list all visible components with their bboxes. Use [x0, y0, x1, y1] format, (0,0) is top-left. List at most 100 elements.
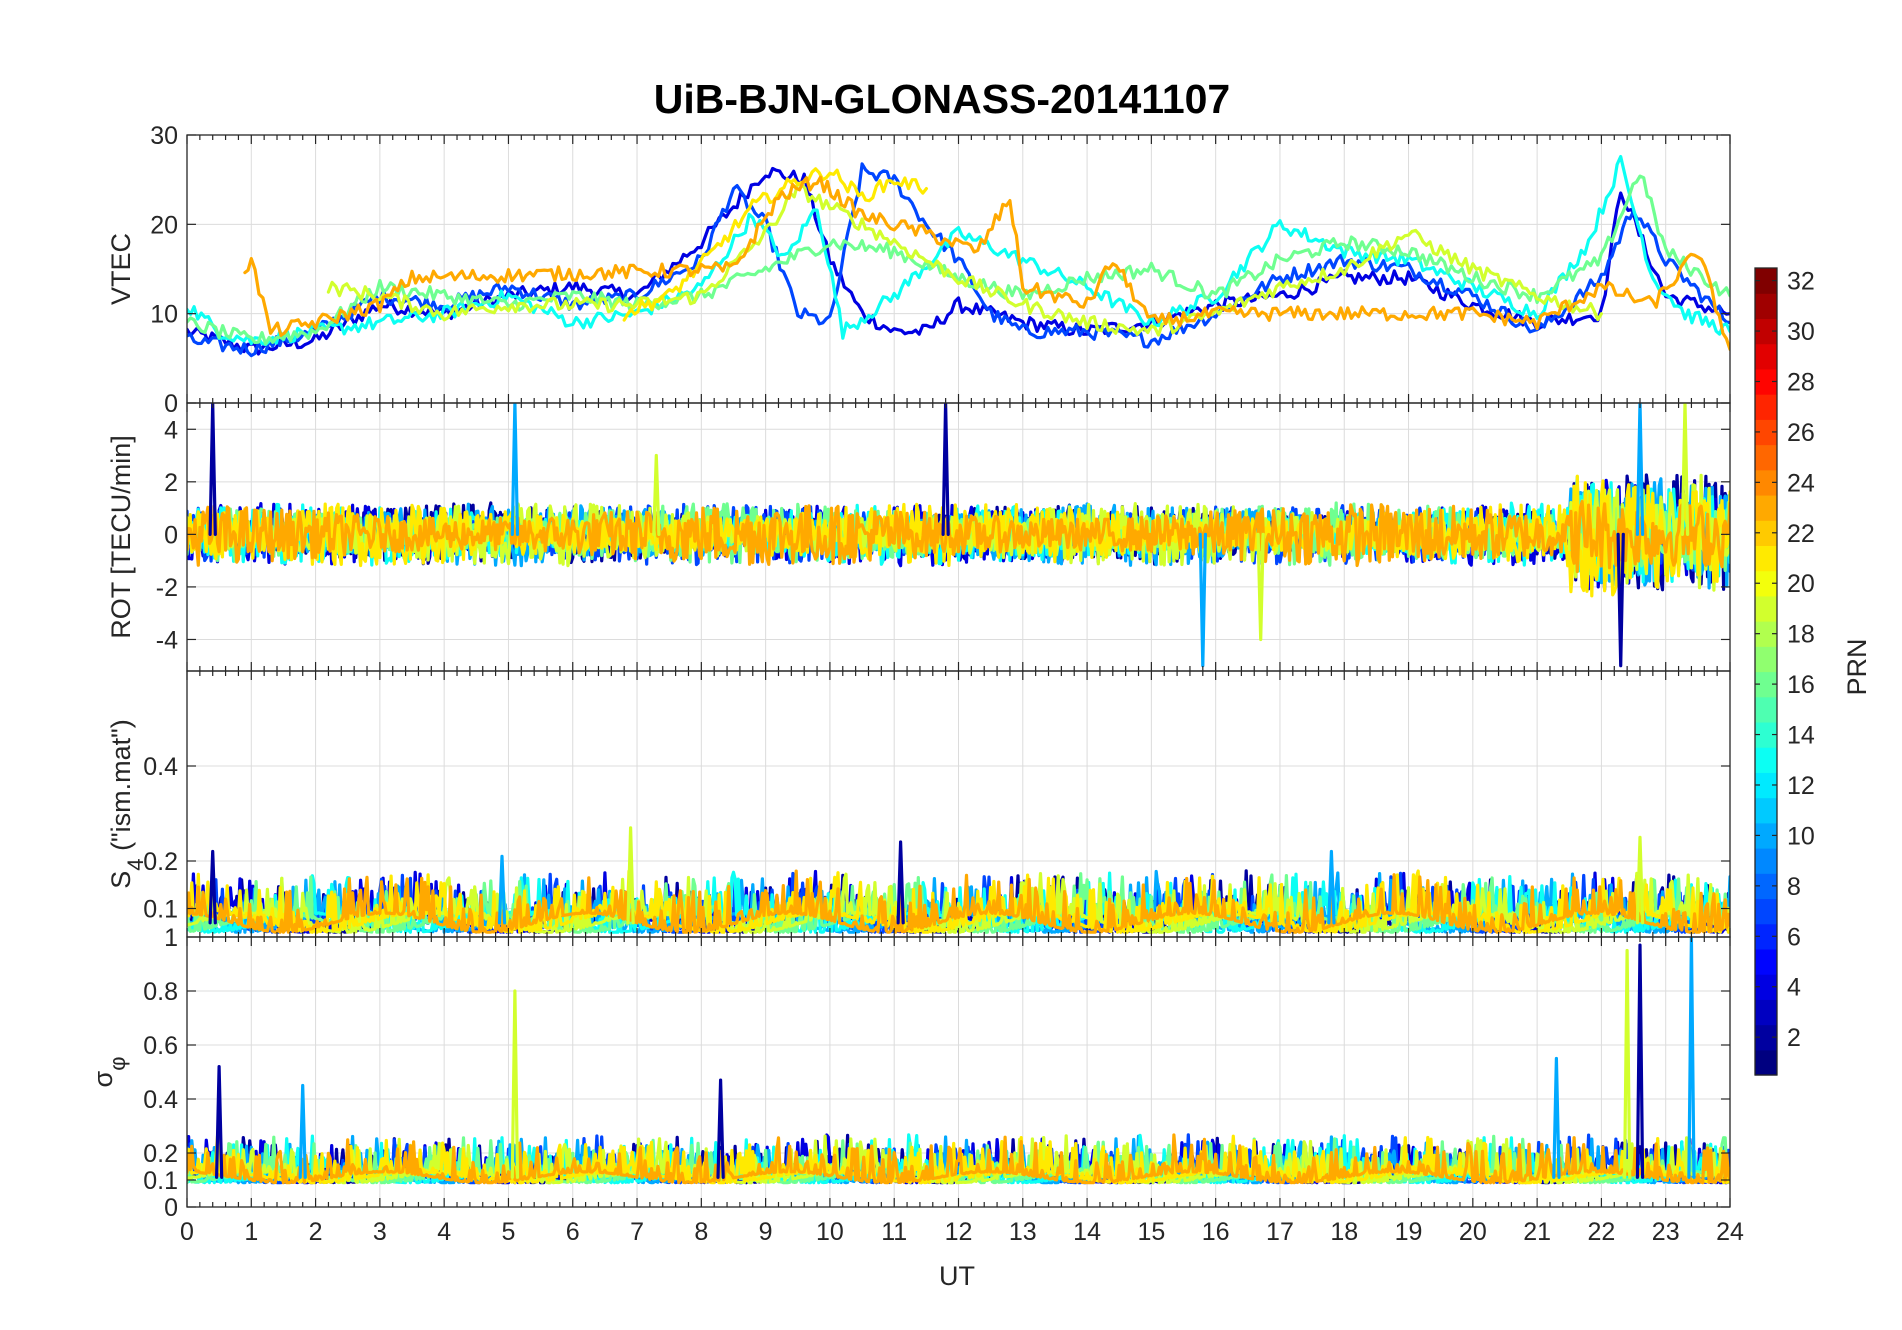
colorbar-swatch — [1755, 948, 1777, 975]
sigma_phi-peak — [298, 1083, 307, 1179]
colorbar-tick-label: 16 — [1787, 671, 1815, 699]
y-axis-label: ROT [TECU/min] — [106, 435, 136, 639]
rot-peak — [941, 403, 950, 536]
rot-peak — [1256, 532, 1265, 642]
sigma_phi-peak — [1687, 937, 1696, 1179]
rot-peak — [652, 453, 661, 536]
x-tick-label: 4 — [437, 1218, 451, 1246]
x-tick-label: 20 — [1459, 1218, 1487, 1246]
x-tick-label: 2 — [309, 1218, 323, 1246]
y-tick-label: 0.1 — [143, 896, 178, 924]
x-tick-label: 16 — [1202, 1218, 1230, 1246]
x-tick-label: 7 — [630, 1218, 644, 1246]
y-axis-label: σφ — [88, 1057, 130, 1088]
x-tick-label: 1 — [244, 1218, 258, 1246]
y-axis-label: S4 ("ism.mat") — [106, 719, 148, 888]
panel-rot: -4 -2 0 2 4 ROT [TECU/min] — [106, 402, 1731, 672]
y-tick-label: 20 — [150, 211, 178, 239]
colorbar-swatch — [1755, 293, 1777, 320]
y-tick-label: 0 — [164, 390, 178, 418]
colorbar-swatch — [1755, 394, 1777, 420]
rot-peak — [1635, 403, 1645, 536]
colorbar-swatch — [1755, 696, 1777, 723]
y-label-rest: ("ism.mat") — [106, 719, 136, 858]
colorbar-tick-label: 12 — [1787, 772, 1815, 800]
panel-s4: 0.1 0.2 0.4 1 S4 ("ism.mat") — [106, 670, 1731, 952]
x-tick-label: 5 — [502, 1218, 516, 1246]
x-tick-label: 23 — [1652, 1218, 1680, 1246]
x-axis-label: UT — [939, 1261, 975, 1291]
x-tick-label: 22 — [1588, 1218, 1616, 1246]
y-tick-label: 10 — [150, 301, 178, 329]
colorbar-swatch — [1755, 545, 1777, 572]
y-axis-label: VTEC — [106, 233, 136, 305]
y-tick-label: 4 — [164, 416, 178, 444]
colorbar-tick-label: 22 — [1787, 520, 1815, 548]
colorbar-tick-label: 2 — [1787, 1024, 1801, 1052]
s4-peak — [497, 854, 507, 925]
colorbar-swatch — [1755, 797, 1777, 824]
sigma_phi-peak — [1623, 948, 1632, 1179]
colorbar-tick-label: 26 — [1787, 419, 1815, 447]
colorbar-swatch — [1755, 848, 1777, 874]
s4-peak — [896, 840, 905, 925]
colorbar-swatch — [1755, 721, 1777, 748]
sigma_phi-line-prn-23 — [187, 1133, 1730, 1185]
vtec-line-prn-13 — [187, 155, 1730, 347]
colorbar-swatch — [1755, 419, 1777, 446]
x-tick-label: 8 — [694, 1218, 708, 1246]
colorbar-swatch — [1755, 268, 1777, 294]
chart-title: UiB-BJN-GLONASS-20141107 — [654, 76, 1230, 122]
series-group — [187, 937, 1730, 1185]
s4-peak — [1327, 849, 1336, 925]
vtec-line-prn-19 — [326, 181, 1603, 337]
colorbar-swatch — [1755, 873, 1777, 900]
colorbar-swatch — [1755, 671, 1777, 698]
y-tick-label: 0.2 — [143, 848, 178, 876]
y-tick-label: -4 — [156, 626, 178, 654]
y-tick-label: 30 — [150, 122, 178, 150]
colorbar-tick-label: 8 — [1787, 873, 1801, 901]
colorbar-swatch — [1755, 595, 1777, 622]
colorbar-box — [1754, 267, 1778, 1076]
colorbar-swatch — [1755, 318, 1777, 345]
x-tick-label: 12 — [945, 1218, 973, 1246]
x-tick-label: 18 — [1330, 1218, 1358, 1246]
y-label-main: S — [106, 871, 136, 889]
colorbar-swatch — [1755, 822, 1777, 849]
colorbar-swatch — [1755, 999, 1777, 1026]
colorbar-swatch — [1755, 1024, 1777, 1051]
colorbar-swatch — [1755, 520, 1777, 547]
x-tick-label: 21 — [1523, 1218, 1551, 1246]
sigma_phi-peak — [215, 1065, 224, 1179]
colorbar-tick-label: 18 — [1787, 621, 1815, 649]
sigma_phi-peak — [510, 989, 520, 1179]
x-tick-label: 0 — [180, 1218, 194, 1246]
y-tick-label: 0 — [164, 521, 178, 549]
x-tick-label: 14 — [1073, 1218, 1101, 1246]
x-tick-label: 3 — [373, 1218, 387, 1246]
rot-peak — [1680, 403, 1690, 536]
rot-peak — [208, 403, 217, 536]
colorbar-swatch — [1755, 974, 1777, 1000]
y-tick-label: 0.8 — [143, 978, 178, 1006]
y-tick-label: 0.2 — [143, 1140, 178, 1168]
x-tick-label: 6 — [566, 1218, 580, 1246]
colorbar-swatch — [1755, 494, 1777, 521]
colorbar-tick-label: 20 — [1787, 570, 1815, 598]
x-axis: 0 1 2 3 4 5 6 7 8 9 10 11 12 13 14 15 16 17 18 19 20 21 22 23 24 — [180, 1218, 1744, 1246]
colorbar-tick-label: 14 — [1787, 722, 1815, 750]
y-tick-label: 1 — [164, 924, 178, 952]
colorbar-swatch — [1755, 898, 1777, 925]
x-tick-label: 19 — [1395, 1218, 1423, 1246]
sigma_phi-peak — [1552, 1056, 1561, 1179]
y-tick-label: 0.4 — [143, 1086, 178, 1114]
rot-peak — [1198, 532, 1207, 668]
y-tick-label: 0 — [164, 1194, 178, 1222]
y-label-main: σ — [88, 1070, 118, 1087]
colorbar-swatch — [1755, 469, 1777, 496]
x-tick-label: 13 — [1009, 1218, 1037, 1246]
